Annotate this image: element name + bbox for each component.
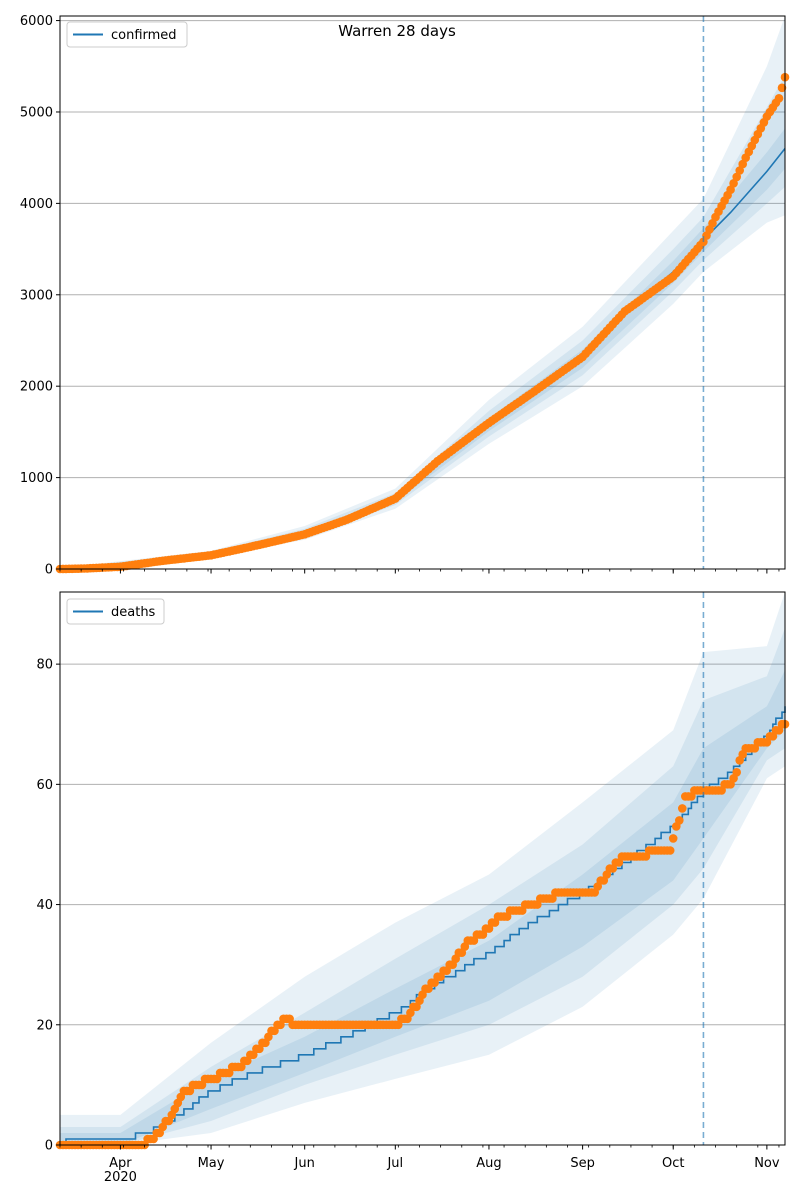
y-tick-label: 40 [36,898,53,913]
x-tick-label: Nov [754,1156,780,1171]
y-tick-label: 4000 [20,197,53,212]
uncertainty-band [60,16,785,569]
confirmed-plot-frame [59,15,786,570]
y-tick-label: 60 [36,778,53,793]
uncertainty-band [60,592,785,1145]
confirmed-gridlines [60,20,785,479]
deaths-y-axis: 0 20 40 60 80 [36,658,60,1154]
deaths-series [55,706,790,1150]
observed-point [675,816,684,825]
x-tick-label: Jun [294,1156,315,1171]
y-tick-label: 6000 [20,14,53,29]
confirmed-y-axis: 0 1000 2000 3000 4000 5000 6000 [20,14,60,578]
confirmed-panel: 0 1000 2000 3000 4000 5000 6000 Warren 28 days… [20,14,790,578]
observed-point [732,172,741,182]
legend-label-deaths: deaths [111,605,156,620]
observed-point [726,185,735,194]
deaths-gridlines [60,663,785,1026]
x-tick-label: Sep [570,1156,595,1171]
confirmed-legend: confirmed [66,21,188,48]
y-tick-label: 20 [36,1018,53,1033]
y-tick-label: 0 [45,1139,53,1154]
observed-point [732,768,741,777]
x-tick-label: Jul [386,1156,403,1171]
y-tick-label: 2000 [20,380,53,395]
y-tick-label: 5000 [20,105,53,120]
uncertainty-band [60,128,785,569]
observed-point [668,834,678,843]
y-tick-label: 3000 [20,288,53,303]
deaths-model-line [60,706,786,1146]
observed-point [729,179,738,188]
deaths-uncertainty-bands [60,592,785,1145]
x-tick-label: Aug [476,1156,501,1171]
y-tick-label: 80 [36,658,53,673]
observed-point [735,166,744,175]
chart-title: Warren 28 days [338,22,456,40]
x-tick-label: May [198,1156,225,1171]
observed-point [678,804,687,813]
observed-point [665,846,675,855]
observed-point [777,83,787,93]
x-tick-label: Apr [109,1156,132,1171]
y-tick-label: 1000 [20,471,53,486]
observed-point [738,159,747,169]
observed-point [774,94,784,103]
legend-label-confirmed: confirmed [111,28,177,43]
uncertainty-band [60,628,785,1145]
legend-box [66,598,165,625]
x-tick-label: Oct [662,1156,684,1171]
y-tick-label: 0 [45,563,53,578]
confirmed-x-axis [59,569,780,574]
deaths-plot-frame [59,591,786,1146]
x-tick-label: 2020 [104,1170,137,1185]
legend-box [66,21,188,48]
deaths-legend: deaths [66,598,165,625]
